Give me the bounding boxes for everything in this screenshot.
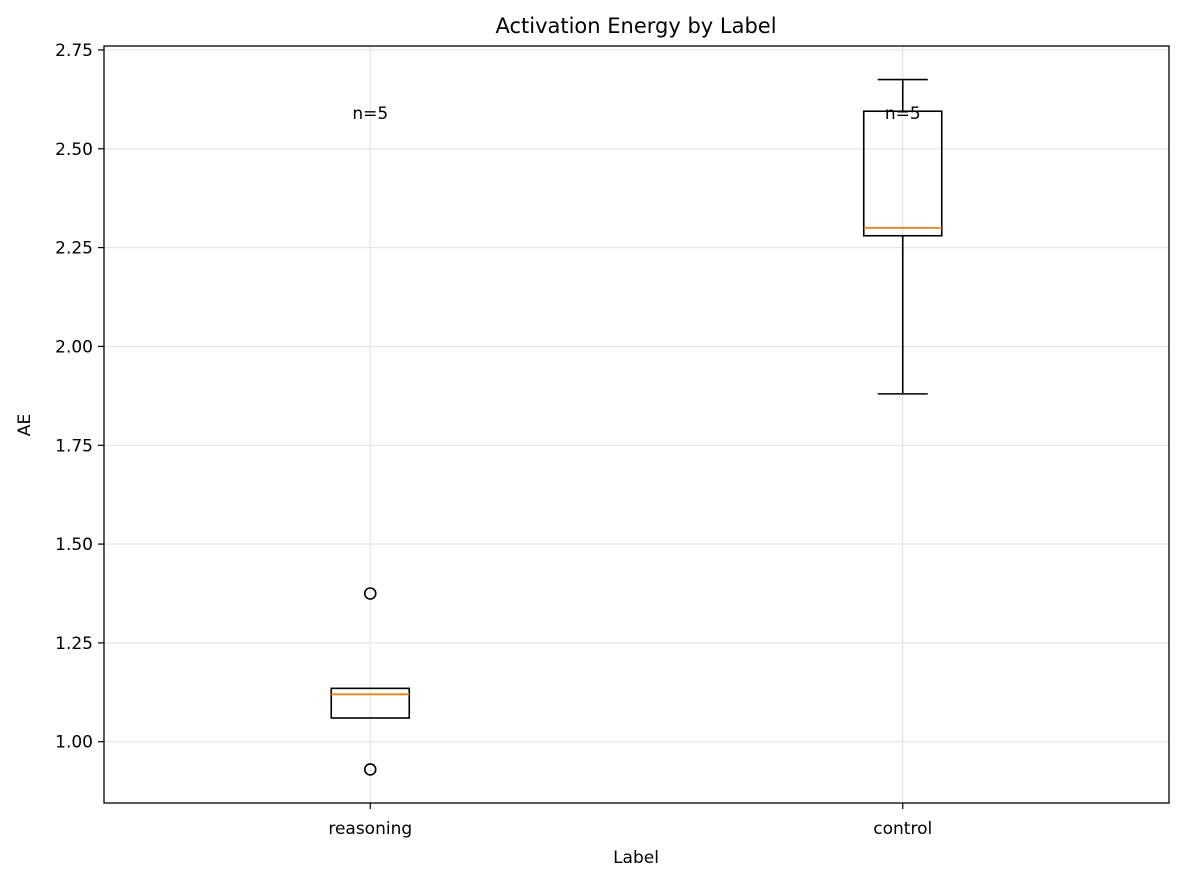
y-tick-label: 2.00 [55,337,93,357]
y-tick-label: 1.25 [55,634,93,654]
box-group-reasoning: n=5 [330,104,411,776]
y-tick-label: 1.50 [55,535,93,555]
y-tick-label: 1.75 [55,436,93,456]
y-tick-label: 2.75 [55,41,93,61]
count-annotation: n=5 [885,104,921,124]
ticks-layer: 1.00 1.25 1.50 1.75 2.00 2.25 2.50 2.75 reasonin… [55,41,932,839]
chart-title: Activation Energy by Label [495,14,776,38]
x-tick-label: reasoning [328,819,412,839]
y-tick-label: 2.50 [55,140,93,160]
box-group-control: n=5 [862,78,943,395]
box-iqr [330,687,411,719]
x-axis-label: Label [613,848,659,868]
y-axis-label: AE [15,414,35,436]
count-annotation: n=5 [352,104,388,124]
x-tick-label: control [873,819,932,839]
plot-area-frame [103,45,1170,804]
box-iqr [862,110,943,237]
y-tick-label: 2.25 [55,239,93,259]
box-layer: n=5 n=5 [330,78,943,776]
grid-layer [104,46,1169,803]
outlier-point [363,763,377,776]
y-tick-label: 1.00 [55,733,93,753]
outlier-point [363,587,377,600]
